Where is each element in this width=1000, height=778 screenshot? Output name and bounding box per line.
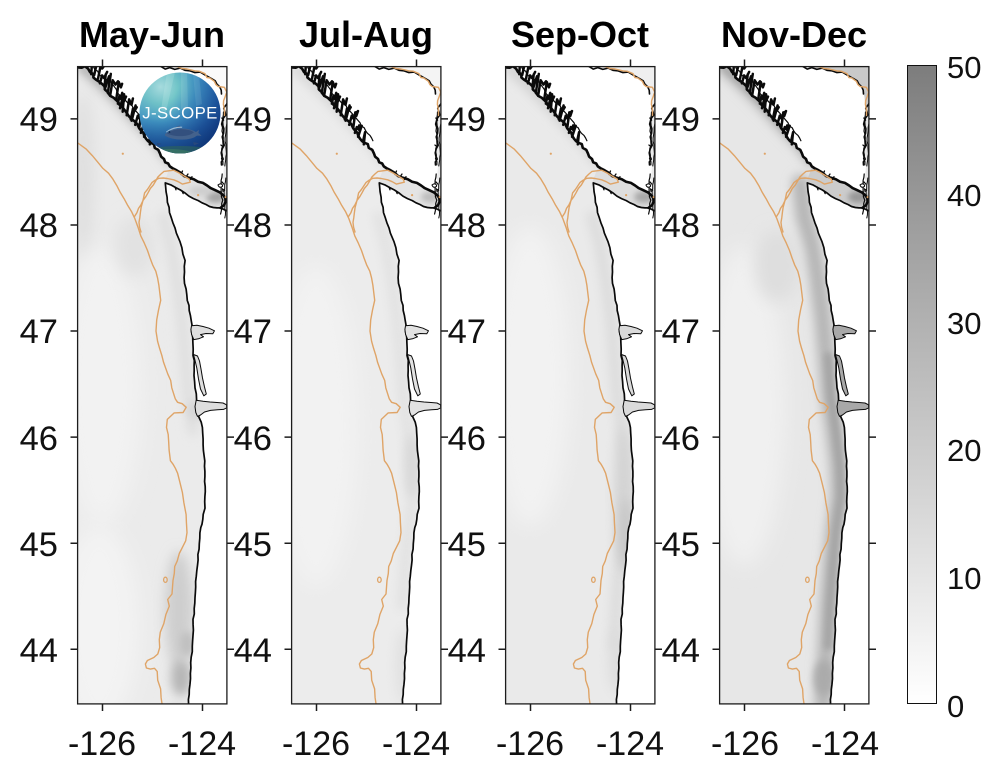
svg-text:J-SCOPE: J-SCOPE	[142, 103, 218, 122]
